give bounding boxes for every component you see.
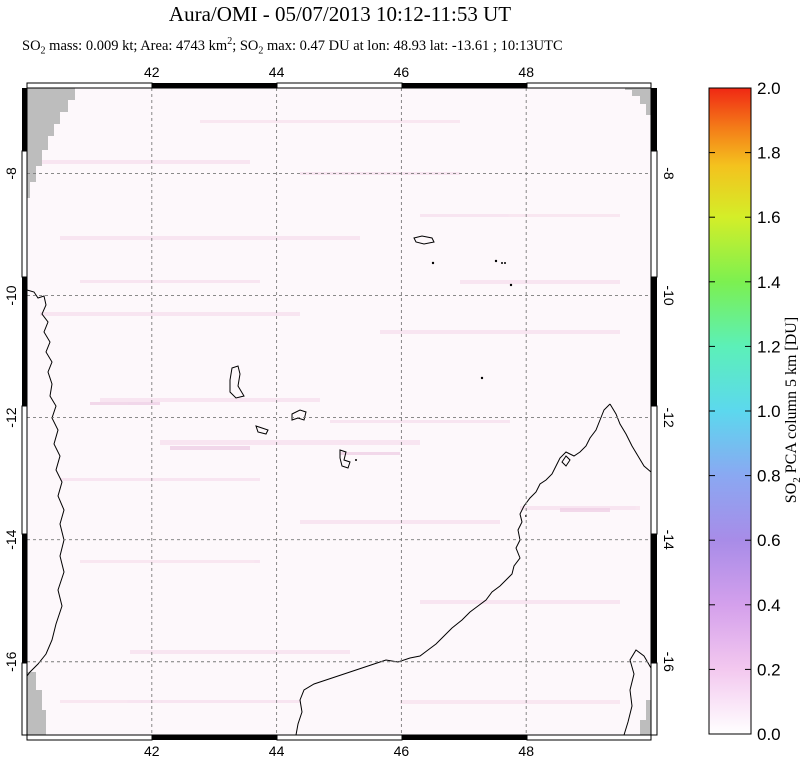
no-data-region-left-bottom bbox=[27, 672, 46, 735]
lat-tick-label: -16 bbox=[661, 652, 677, 672]
colorbar-tick-label: 2.0 bbox=[757, 79, 781, 98]
madagascar-coastline bbox=[623, 649, 651, 735]
lon-tick-labels-bottom: 42 44 46 48 bbox=[144, 743, 534, 759]
lat-tick-label: -14 bbox=[661, 530, 677, 550]
lon-tick-label: 42 bbox=[144, 64, 160, 80]
lon-tick-labels-top: 42 44 46 48 bbox=[144, 64, 534, 80]
lon-tick-label: 48 bbox=[518, 64, 534, 80]
lat-tick-label: -10 bbox=[661, 285, 677, 305]
anjouan-island bbox=[291, 409, 307, 421]
lat-tick-labels-left: -8 -10 -12 -14 -16 bbox=[3, 167, 19, 672]
colorbar-tick-label: 0.6 bbox=[757, 531, 781, 550]
colorbar-tick-label: 0.2 bbox=[757, 660, 781, 679]
no-data-region-right-bottom bbox=[640, 700, 651, 735]
map-title: Aura/OMI - 05/07/2013 10:12-11:53 UT bbox=[168, 2, 512, 26]
left-axis-bar bbox=[21, 88, 28, 736]
no-data-region-left bbox=[27, 88, 75, 198]
lon-tick-label: 46 bbox=[394, 64, 410, 80]
lat-tick-labels-right: -8 -10 -12 -14 -16 bbox=[661, 167, 677, 672]
lat-tick-label: -16 bbox=[3, 651, 19, 671]
right-axis-bar bbox=[650, 88, 658, 736]
colorbar-ticks: 2.0 1.8 1.6 1.4 1.2 1.0 0.8 0.6 0.4 0.2 0.0 bbox=[709, 79, 781, 744]
graticule bbox=[27, 88, 651, 735]
colorbar-tick-label: 1.4 bbox=[757, 273, 781, 292]
map-subtitle: SO2 mass: 0.009 kt; Area: 4743 km2; SO2 … bbox=[22, 36, 563, 57]
lon-tick-label: 42 bbox=[144, 743, 160, 759]
colorbar-label: SO2 PCA column 5 km [DU] bbox=[783, 317, 803, 503]
colorbar-tick-label: 1.0 bbox=[757, 402, 781, 421]
colorbar-tick-label: 0.4 bbox=[757, 596, 781, 615]
lat-tick-label: -10 bbox=[3, 285, 19, 305]
lat-tick-label: -8 bbox=[3, 167, 19, 180]
aldabra-atoll bbox=[413, 235, 435, 245]
moheli-island bbox=[255, 425, 269, 435]
lat-tick-label: -14 bbox=[3, 529, 19, 549]
lat-tick-label: -12 bbox=[3, 407, 19, 427]
lon-tick-label: 48 bbox=[518, 743, 534, 759]
grande-comore-island bbox=[229, 365, 245, 399]
colorbar-tick-label: 1.8 bbox=[757, 144, 781, 163]
colorbar-tick-label: 0.8 bbox=[757, 467, 781, 486]
lat-tick-label: -12 bbox=[661, 407, 677, 427]
no-data-region-right bbox=[625, 88, 651, 115]
top-axis-bar bbox=[26, 82, 652, 89]
colorbar-tick-label: 0.0 bbox=[757, 725, 781, 744]
bottom-axis-bar bbox=[26, 734, 652, 741]
mayotte-island bbox=[339, 449, 351, 469]
colorbar bbox=[708, 87, 752, 735]
map-plot-area bbox=[27, 88, 651, 735]
so2-field bbox=[27, 88, 651, 735]
coastlines bbox=[27, 235, 651, 735]
madagascar-northwest-coastline bbox=[295, 403, 611, 735]
madagascar-east-coastline bbox=[609, 403, 651, 473]
lon-tick-label: 44 bbox=[269, 743, 285, 759]
africa-coastline bbox=[27, 289, 65, 677]
lat-tick-label: -8 bbox=[661, 167, 677, 180]
nosy-be-island bbox=[561, 455, 571, 467]
colorbar-tick-label: 1.2 bbox=[757, 337, 781, 356]
lon-tick-label: 46 bbox=[394, 743, 410, 759]
lon-tick-label: 44 bbox=[269, 64, 285, 80]
colorbar-tick-label: 1.6 bbox=[757, 208, 781, 227]
